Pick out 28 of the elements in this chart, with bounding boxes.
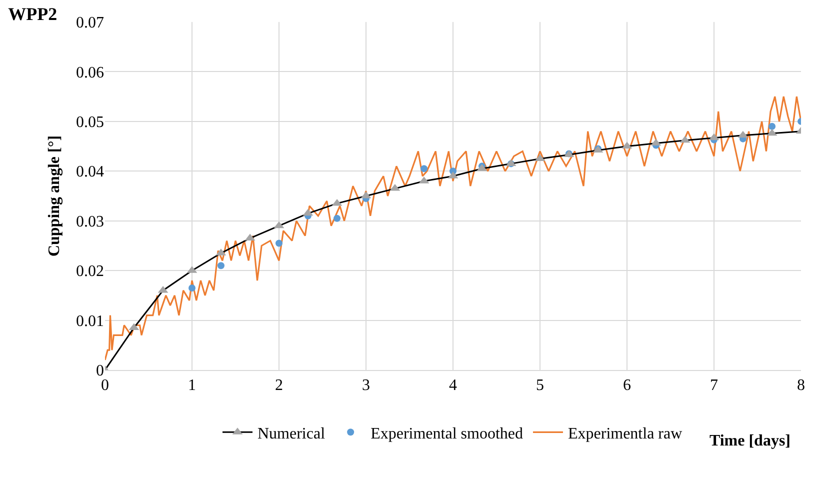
point: [420, 165, 428, 172]
y-tick-label: 0.01: [76, 312, 104, 330]
x-tick-label: 6: [623, 377, 631, 394]
y-tick-label: 0.03: [76, 213, 104, 230]
legend-label: Experimentla raw: [568, 425, 683, 442]
x-axis-title: Time [days]: [709, 432, 791, 450]
point: [188, 284, 196, 292]
y-tick-label: 0.07: [76, 14, 104, 32]
y-tick-label: 0: [96, 362, 104, 380]
y-axis-title: Cupping angle [°]: [46, 135, 63, 257]
x-tick-label: 1: [188, 377, 196, 394]
point: [334, 214, 341, 222]
x-tick-label: 2: [275, 377, 283, 394]
x-tick-label: 4: [449, 377, 457, 394]
point: [768, 122, 776, 130]
legend-label: Numerical: [258, 425, 326, 442]
x-tick-label: 7: [710, 377, 718, 394]
y-tick-label: 0.06: [76, 64, 104, 82]
legend-label: Experimental smoothed: [370, 425, 523, 442]
point: [217, 262, 224, 270]
y-tick-label: 0.02: [76, 263, 104, 280]
x-tick-label: 8: [797, 377, 805, 394]
x-tick-label: 3: [362, 377, 370, 394]
point: [276, 240, 282, 247]
y-tick-label: 0.04: [76, 164, 104, 181]
x-tick-label: 5: [536, 377, 544, 394]
chart-title: WPP2: [8, 4, 58, 24]
y-tick-label: 0.05: [76, 114, 104, 132]
